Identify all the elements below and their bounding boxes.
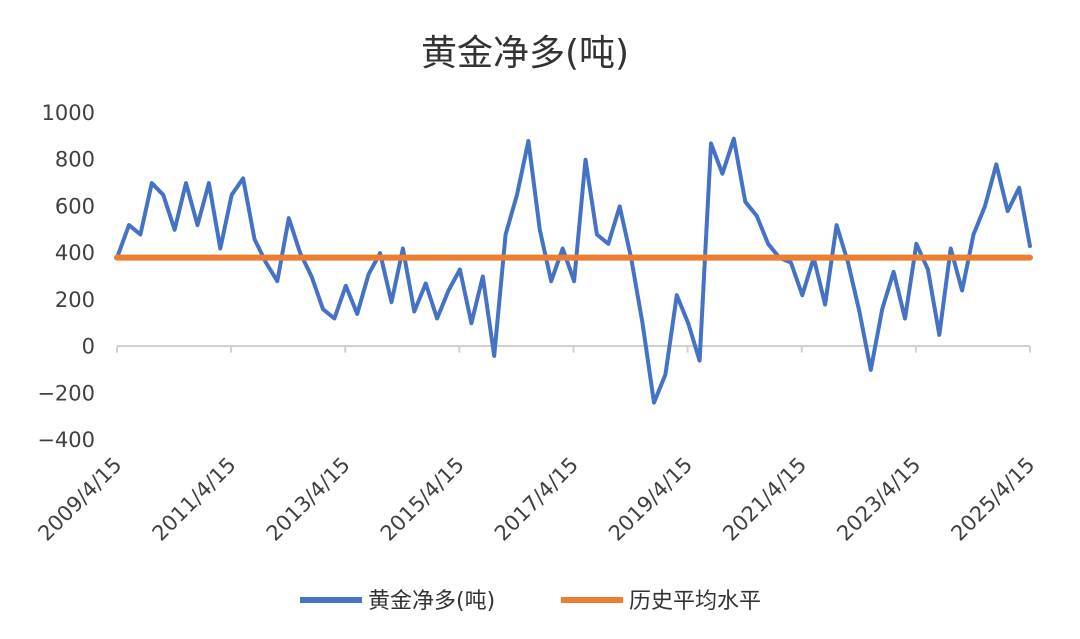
x-tick-label: 2021/4/15 [718,453,811,546]
y-tick-label: 200 [55,288,95,312]
legend-label-net-long: 黄金净多(吨) [368,589,495,614]
x-axis-tick-labels: 2009/4/15 2011/4/15 2013/4/15 2015/4/15 2017… [33,453,1039,546]
x-axis-tick-marks [116,346,1031,353]
y-tick-label: −200 [37,381,95,405]
chart-title: 黄金净多(吨) [421,33,629,74]
x-tick-label: 2013/4/15 [262,453,355,546]
series-line-net-long [115,136,1032,405]
y-tick-label: 600 [55,194,95,218]
y-axis-tick-labels: 1000 800 600 400 200 0 −200 −400 [37,101,95,452]
x-tick-label: 2025/4/15 [946,453,1039,546]
y-tick-label: 0 [82,335,95,359]
y-tick-label: 800 [55,148,95,172]
y-tick-label: −400 [37,428,95,452]
x-tick-label: 2011/4/15 [148,453,241,546]
x-tick-label: 2019/4/15 [604,453,697,546]
y-tick-label: 1000 [42,101,95,125]
x-tick-label: 2023/4/15 [832,453,925,546]
x-tick-label: 2017/4/15 [490,453,583,546]
series-lines [114,136,1033,405]
legend: 黄金净多(吨) 历史平均水平 [300,589,761,614]
y-tick-label: 400 [55,241,95,265]
x-tick-label: 2015/4/15 [376,453,469,546]
x-tick-label: 2009/4/15 [33,453,126,546]
legend-label-historical-average: 历史平均水平 [629,589,761,614]
